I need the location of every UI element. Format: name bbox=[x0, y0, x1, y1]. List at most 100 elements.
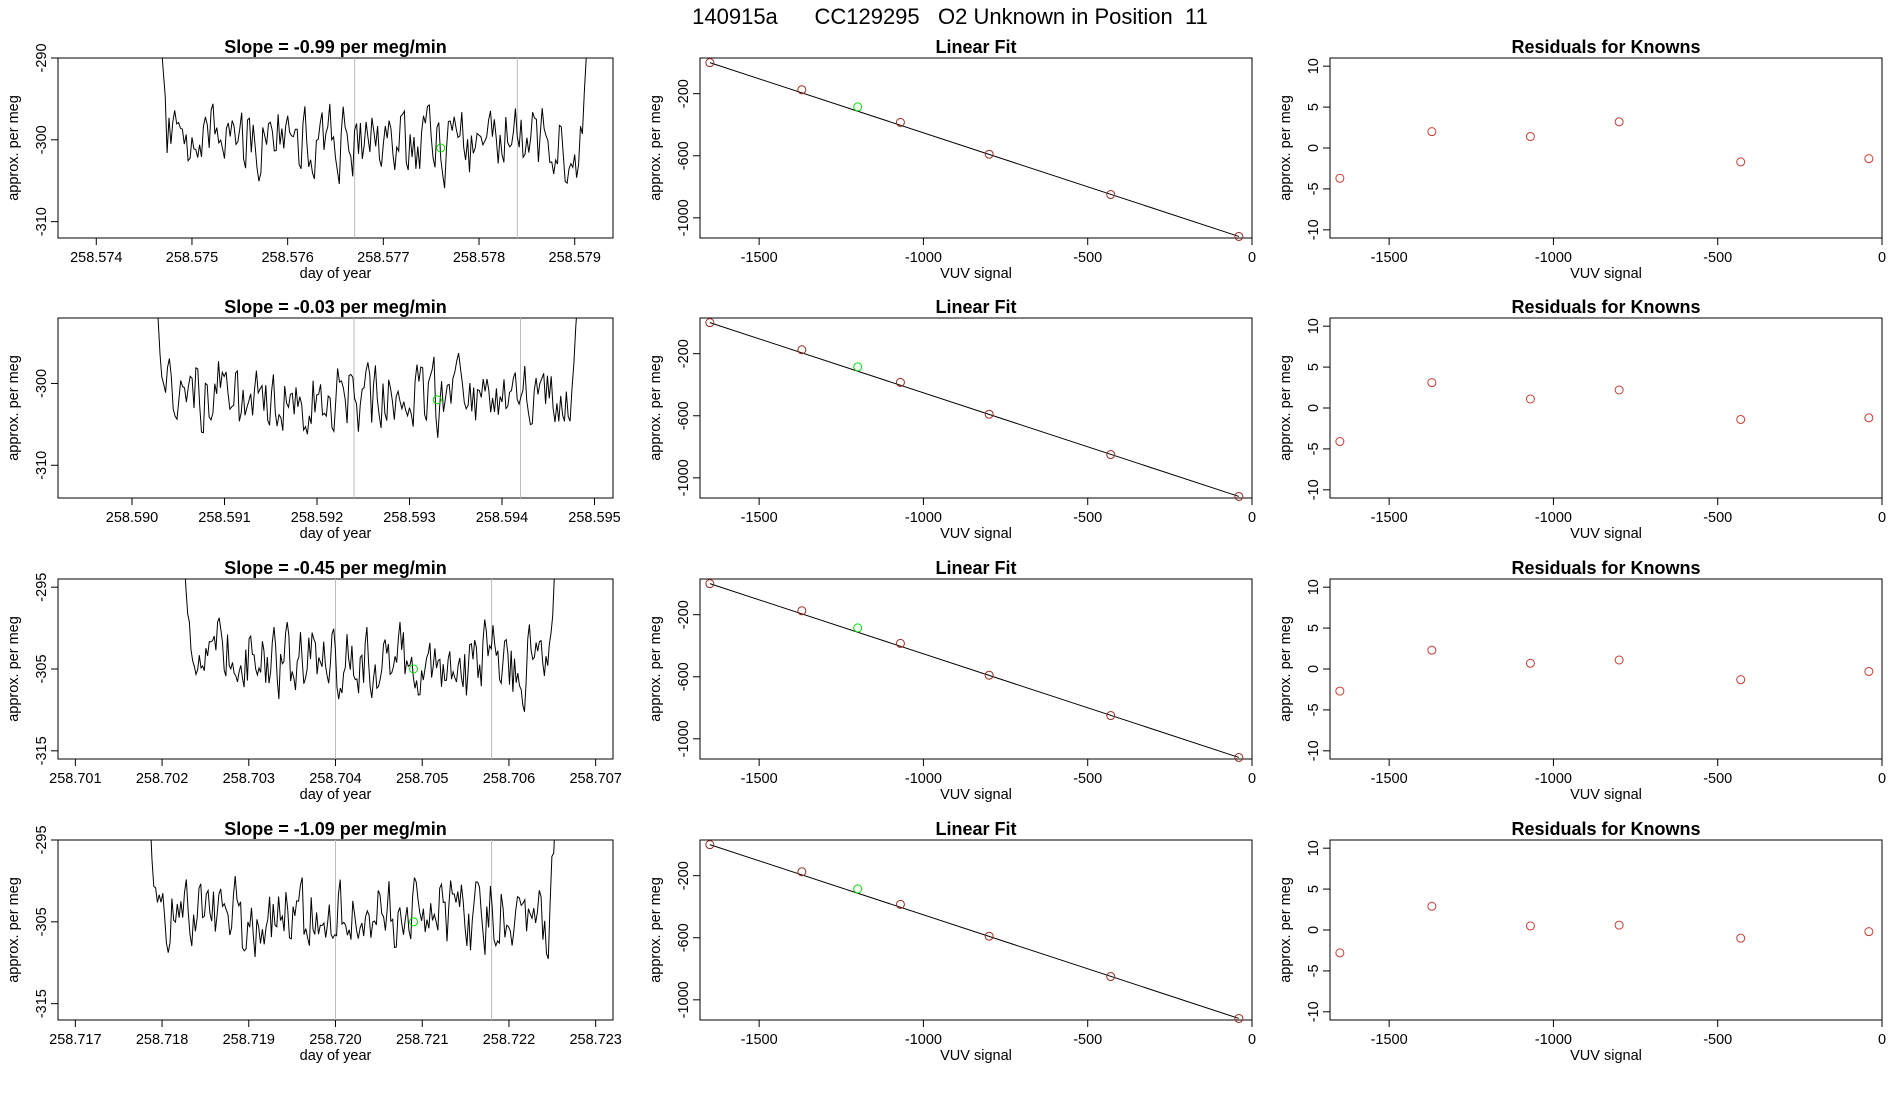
y-tick-label: -310 bbox=[34, 451, 50, 480]
y-axis-title: approx. per meg bbox=[1278, 95, 1294, 201]
y-tick-label: -10 bbox=[1306, 479, 1322, 500]
unknown-point bbox=[853, 362, 863, 372]
y-axis-title: approx. per meg bbox=[6, 877, 22, 983]
panel-title: Slope = -0.99 per meg/min bbox=[224, 37, 447, 57]
y-tick-label: -1000 bbox=[676, 981, 692, 1018]
panel-title: Linear Fit bbox=[935, 558, 1016, 578]
x-tick-label: 258.578 bbox=[453, 250, 505, 266]
x-tick-label: -1000 bbox=[1535, 510, 1572, 526]
x-tick-label: 258.706 bbox=[483, 771, 535, 787]
known-point bbox=[1106, 972, 1116, 982]
panel-time-series-0: Slope = -0.99 per meg/min 258.574 258.575 2… bbox=[6, 37, 614, 282]
x-axis-title: VUV signal bbox=[940, 787, 1012, 803]
y-tick-label: 0 bbox=[1306, 404, 1322, 412]
x-tick-label: 258.574 bbox=[70, 250, 122, 266]
x-axis-title: VUV signal bbox=[1570, 266, 1642, 282]
y-tick-label: -5 bbox=[1306, 182, 1322, 195]
residual-point bbox=[1864, 666, 1874, 676]
y-tick-label: -290 bbox=[34, 43, 50, 72]
x-tick-label: 258.704 bbox=[309, 771, 361, 787]
x-tick-label: 258.593 bbox=[383, 510, 435, 526]
known-point bbox=[984, 149, 994, 159]
x-tick-label: 258.702 bbox=[136, 771, 188, 787]
x-axis-title: day of year bbox=[300, 1048, 372, 1064]
y-tick-label: -200 bbox=[676, 600, 692, 629]
y-tick-label: -200 bbox=[676, 861, 692, 890]
panel-title: Residuals for Knowns bbox=[1511, 558, 1700, 578]
x-tick-label: 0 bbox=[1878, 1032, 1886, 1048]
panel-title: Linear Fit bbox=[935, 819, 1016, 839]
x-tick-label: -500 bbox=[1703, 510, 1732, 526]
plot-frame bbox=[699, 57, 1253, 239]
known-point bbox=[895, 638, 905, 648]
y-axis-title: approx. per meg bbox=[648, 877, 664, 983]
unknown-point bbox=[853, 102, 863, 112]
residual-point bbox=[1614, 117, 1624, 127]
fit-line bbox=[709, 322, 1240, 497]
y-tick-label: 10 bbox=[1306, 579, 1322, 595]
unknown-marker bbox=[432, 395, 442, 405]
known-point bbox=[797, 606, 807, 616]
plot-frame bbox=[1329, 317, 1883, 499]
residual-point bbox=[1736, 414, 1746, 424]
panel-time-series-3: Slope = -1.09 per meg/min 258.717 258.718 2… bbox=[6, 819, 622, 1064]
y-tick-label: -600 bbox=[676, 662, 692, 691]
known-point bbox=[705, 58, 715, 68]
y-tick-label: 0 bbox=[1306, 926, 1322, 934]
x-tick-label: 0 bbox=[1248, 250, 1256, 266]
residual-point bbox=[1614, 385, 1624, 395]
x-tick-label: -1000 bbox=[905, 250, 942, 266]
residual-point bbox=[1864, 927, 1874, 937]
residual-point bbox=[1427, 645, 1437, 655]
x-tick-label: 0 bbox=[1878, 771, 1886, 787]
x-tick-label: 258.703 bbox=[223, 771, 275, 787]
y-axis-title: approx. per meg bbox=[648, 616, 664, 722]
y-tick-label: -315 bbox=[34, 989, 50, 1018]
x-tick-label: 258.717 bbox=[49, 1032, 101, 1048]
y-tick-label: -200 bbox=[676, 79, 692, 108]
residual-point bbox=[1525, 658, 1535, 668]
y-tick-label: -600 bbox=[676, 401, 692, 430]
x-axis-title: VUV signal bbox=[1570, 787, 1642, 803]
known-point bbox=[705, 579, 715, 589]
x-axis-title: day of year bbox=[300, 526, 372, 542]
y-axis-title: approx. per meg bbox=[6, 355, 22, 461]
x-tick-label: 258.592 bbox=[291, 510, 343, 526]
y-tick-label: -200 bbox=[676, 339, 692, 368]
x-tick-label: -1000 bbox=[905, 510, 942, 526]
residual-point bbox=[1335, 437, 1345, 447]
known-point bbox=[1106, 190, 1116, 200]
residual-point bbox=[1864, 154, 1874, 164]
x-tick-label: 0 bbox=[1878, 510, 1886, 526]
x-tick-label: -1000 bbox=[905, 771, 942, 787]
x-tick-label: 258.705 bbox=[396, 771, 448, 787]
x-tick-label: 258.595 bbox=[568, 510, 620, 526]
plot-frame bbox=[57, 317, 614, 499]
y-tick-label: -5 bbox=[1306, 442, 1322, 455]
y-tick-label: -10 bbox=[1306, 219, 1322, 240]
x-tick-label: 258.722 bbox=[483, 1032, 535, 1048]
plot-frame bbox=[1329, 57, 1883, 239]
x-tick-label: -500 bbox=[1073, 510, 1102, 526]
x-tick-label: -1500 bbox=[741, 510, 778, 526]
x-tick-label: -500 bbox=[1073, 1032, 1102, 1048]
x-tick-label: -500 bbox=[1073, 250, 1102, 266]
fit-line bbox=[709, 844, 1240, 1019]
residual-point bbox=[1427, 378, 1437, 388]
x-tick-label: -1500 bbox=[1371, 1032, 1408, 1048]
x-tick-label: -1000 bbox=[1535, 771, 1572, 787]
x-tick-label: -1000 bbox=[905, 1032, 942, 1048]
y-axis-title: approx. per meg bbox=[6, 95, 22, 201]
x-tick-label: -500 bbox=[1703, 250, 1732, 266]
y-axis-title: approx. per meg bbox=[6, 616, 22, 722]
residual-point bbox=[1525, 921, 1535, 931]
known-point bbox=[1234, 231, 1244, 241]
y-tick-label: -1000 bbox=[676, 720, 692, 757]
y-tick-label: -5 bbox=[1306, 703, 1322, 716]
y-tick-label: -310 bbox=[34, 207, 50, 236]
y-tick-label: 10 bbox=[1306, 58, 1322, 74]
panel-linear-fit-1: Linear Fit -1500 -1000 -500 0 VUV signal -200 -… bbox=[648, 297, 1256, 542]
y-tick-label: -300 bbox=[34, 369, 50, 398]
panel-residuals-0: Residuals for Knowns -1500 -1000 -500 0 VUV s… bbox=[1278, 37, 1886, 282]
plot-frame bbox=[1329, 578, 1883, 760]
